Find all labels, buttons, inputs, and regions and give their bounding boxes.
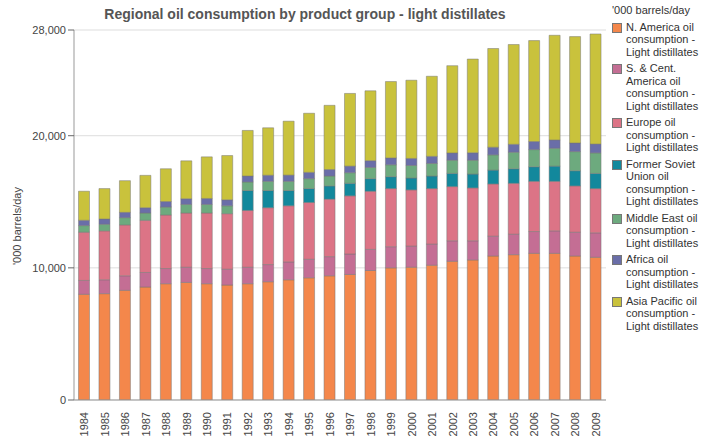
svg-text:2006: 2006 bbox=[528, 412, 540, 436]
svg-text:1989: 1989 bbox=[181, 412, 193, 436]
svg-text:1998: 1998 bbox=[365, 412, 377, 436]
html-text:Asia Pacific oil consumption -: Asia Pacific oil consumption - Light dis… bbox=[626, 294, 699, 332]
html-text:N. America oil consumption - L: N. America oil consumption - Light disti… bbox=[626, 20, 699, 58]
svg-text:1999: 1999 bbox=[385, 412, 397, 436]
svg-text:2001: 2001 bbox=[426, 412, 438, 436]
svg-text:1987: 1987 bbox=[140, 412, 152, 436]
svg-text:2009: 2009 bbox=[590, 412, 602, 436]
html-text:Middle East oil consumption -: Middle East oil consumption - Light dist… bbox=[626, 211, 699, 249]
svg-text:1992: 1992 bbox=[242, 412, 254, 436]
svg-text:2002: 2002 bbox=[447, 412, 459, 436]
svg-text:2007: 2007 bbox=[549, 412, 561, 436]
svg-text:2004: 2004 bbox=[487, 412, 499, 436]
svg-text:2008: 2008 bbox=[569, 412, 581, 436]
svg-text:1986: 1986 bbox=[119, 412, 131, 436]
html-text:S. & Cent. America oil consump: S. & Cent. America oil consumption - Lig… bbox=[626, 62, 699, 112]
html-text:Former Soviet Union oil consum: Former Soviet Union oil consumption - Li… bbox=[626, 157, 699, 207]
svg-text:1985: 1985 bbox=[99, 412, 111, 436]
svg-text:1993: 1993 bbox=[262, 412, 274, 436]
html-text:Regional oil consumption by pr: Regional oil consumption by product grou… bbox=[104, 6, 506, 22]
svg-text:1997: 1997 bbox=[344, 412, 356, 436]
svg-text:20,000: 20,000 bbox=[32, 130, 66, 142]
svg-text:1988: 1988 bbox=[160, 412, 172, 436]
svg-text:2003: 2003 bbox=[467, 412, 479, 436]
svg-text:28,000: 28,000 bbox=[32, 24, 66, 36]
svg-text:2000: 2000 bbox=[406, 412, 418, 436]
svg-text:2005: 2005 bbox=[508, 412, 520, 436]
svg-text:10,000: 10,000 bbox=[32, 262, 66, 274]
svg-text:1990: 1990 bbox=[201, 412, 213, 436]
svg-text:1995: 1995 bbox=[303, 412, 315, 436]
svg-text:0: 0 bbox=[60, 394, 66, 406]
html-text:Europe oil consumption - Light: Europe oil consumption - Light distillat… bbox=[626, 116, 699, 153]
html-text:Africa oil consumption - Light: Africa oil consumption - Light distillat… bbox=[626, 253, 699, 290]
svg-text:1996: 1996 bbox=[324, 412, 336, 436]
svg-text:1984: 1984 bbox=[78, 412, 90, 436]
svg-text:1994: 1994 bbox=[283, 412, 295, 436]
svg-text:1991: 1991 bbox=[221, 412, 233, 436]
svg-text:'000 barrels/day: '000 barrels/day bbox=[11, 187, 23, 265]
html-text:'000 barrels/day: '000 barrels/day bbox=[612, 4, 690, 16]
